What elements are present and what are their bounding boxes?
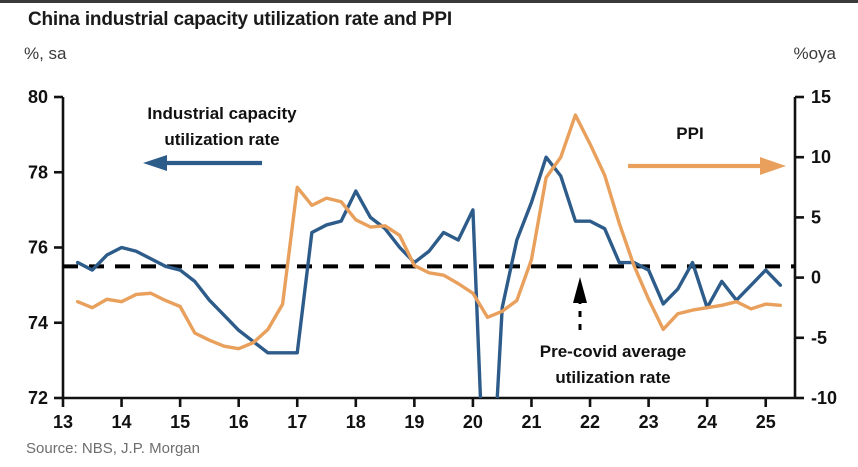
x-axis-tick-label: 23: [639, 412, 659, 432]
x-axis-tick-label: 17: [287, 412, 307, 432]
ppi-arrow-head-right-icon: [760, 157, 786, 175]
capacity-label-line2: utilization rate: [164, 130, 279, 149]
right-axis-tick-label: -5: [811, 328, 827, 348]
precovid-callout-arrow-head-up-icon: [573, 277, 587, 303]
source-note: Source: NBS, J.P. Morgan: [26, 440, 200, 457]
x-axis-tick-label: 20: [463, 412, 483, 432]
x-axis-tick-label: 13: [53, 412, 73, 432]
right-axis-tick-label: 15: [811, 87, 831, 107]
right-axis-unit-label: %oya: [793, 44, 836, 63]
precovid-label-line1: Pre-covid average: [540, 342, 686, 361]
right-axis-tick-label: 10: [811, 147, 831, 167]
capacity-label-line1: Industrial capacity: [147, 104, 297, 123]
left-axis-unit-label: %, sa: [24, 44, 67, 63]
capacity-arrow-head-left-icon: [143, 155, 167, 171]
right-axis-tick-label: 0: [811, 268, 821, 288]
right-axis-tick-label: -10: [811, 388, 837, 408]
right-axis-tick-label: 5: [811, 207, 821, 227]
left-axis-tick-label: 74: [28, 313, 48, 333]
x-axis-tick-label: 24: [697, 412, 717, 432]
ppi-line: [75, 113, 783, 351]
x-axis-tick-label: 21: [521, 412, 541, 432]
left-axis-tick-label: 76: [28, 238, 48, 258]
x-axis-tick-label: 18: [346, 412, 366, 432]
left-axis-tick-label: 80: [28, 87, 48, 107]
x-axis-tick-label: 16: [229, 412, 249, 432]
left-axis-tick-label: 72: [28, 388, 48, 408]
top-rule-divider: [0, 0, 858, 3]
left-axis-tick-label: 78: [28, 162, 48, 182]
x-axis-tick-label: 14: [112, 412, 132, 432]
x-axis-tick-label: 19: [404, 412, 424, 432]
capacity-utilization-line: [75, 155, 783, 398]
page-title: China industrial capacity utilization ra…: [28, 9, 452, 30]
ppi-label: PPI: [676, 124, 703, 143]
x-axis-tick-label: 25: [756, 412, 776, 432]
x-axis-tick-label: 15: [170, 412, 190, 432]
x-axis-tick-label: 22: [580, 412, 600, 432]
precovid-label-line2: utilization rate: [555, 368, 670, 387]
